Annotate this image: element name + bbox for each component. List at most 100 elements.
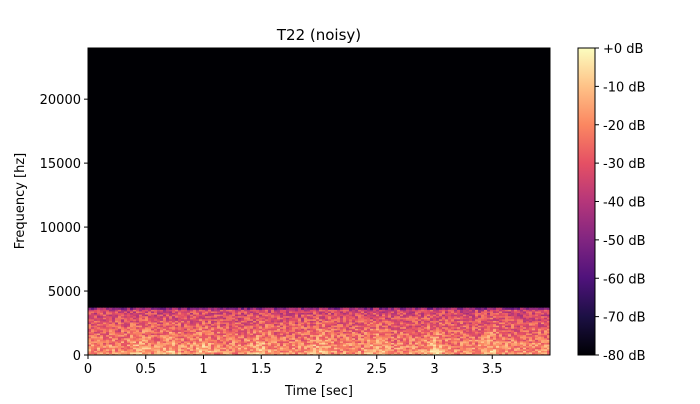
- spectrogram-cell: [307, 340, 311, 343]
- spectrogram-cell: [448, 342, 452, 345]
- spectrogram-cell: [205, 317, 209, 320]
- spectrogram-cell: [547, 317, 550, 320]
- spectrogram-cell: [232, 325, 236, 328]
- spectrogram-cell: [502, 337, 506, 340]
- spectrogram-cell: [211, 312, 215, 315]
- spectrogram-cell: [346, 350, 350, 353]
- spectrogram-cell: [199, 336, 203, 339]
- spectrogram-cell: [94, 336, 98, 339]
- spectrogram-cell: [292, 337, 296, 340]
- spectrogram-cell: [160, 331, 164, 334]
- spectrogram-cell: [301, 313, 305, 317]
- spectrogram-cell: [94, 328, 98, 331]
- spectrogram-cell: [517, 315, 521, 318]
- spectrogram-cell: [277, 309, 281, 312]
- y-axis-label: Frequency [hz]: [13, 153, 28, 250]
- spectrogram-cell: [160, 321, 164, 325]
- spectrogram-cell: [487, 351, 491, 355]
- spectrogram-cell: [337, 317, 341, 320]
- spectrogram-cell: [184, 347, 188, 350]
- spectrogram-cell: [289, 325, 293, 328]
- spectrogram-cell: [526, 353, 530, 355]
- spectrogram-cell: [475, 315, 479, 318]
- spectrogram-cell: [121, 331, 125, 334]
- spectrogram-cell: [397, 313, 401, 317]
- spectrogram-cell: [277, 321, 281, 325]
- spectrogram-cell: [88, 348, 92, 351]
- spectrogram-cell: [253, 351, 257, 355]
- spectrogram-cell: [412, 343, 416, 347]
- spectrogram-cell: [169, 329, 173, 332]
- spectrogram-cell: [250, 307, 254, 310]
- spectrogram-cell: [418, 326, 422, 329]
- spectrogram-cell: [175, 342, 179, 345]
- spectrogram-cell: [445, 332, 449, 336]
- spectrogram-cell: [349, 328, 353, 331]
- spectrogram-cell: [145, 348, 149, 351]
- spectrogram-cell: [436, 353, 440, 355]
- spectrogram-cell: [430, 317, 434, 320]
- spectrogram-cell: [259, 351, 263, 355]
- spectrogram-cell: [244, 328, 248, 331]
- spectrogram-cell: [199, 313, 203, 317]
- spectrogram-cell: [391, 326, 395, 329]
- spectrogram-cell: [106, 342, 110, 345]
- spectrogram-cell: [118, 313, 122, 317]
- spectrogram-cell: [475, 350, 479, 353]
- spectrogram-cell: [340, 313, 344, 317]
- spectrogram-cell: [481, 315, 485, 318]
- spectrogram-cell: [124, 339, 128, 342]
- spectrogram-cell: [379, 325, 383, 328]
- spectrogram-cell: [274, 347, 278, 350]
- spectrogram-cell: [337, 350, 341, 353]
- spectrogram-cell: [94, 339, 98, 342]
- spectrogram-cell: [466, 347, 470, 350]
- spectrogram-cell: [520, 334, 524, 337]
- spectrogram-cell: [265, 332, 269, 336]
- spectrogram-cell: [238, 307, 242, 310]
- spectrogram-cell: [469, 312, 473, 315]
- spectrogram-cell: [265, 320, 269, 323]
- spectrogram-cell: [544, 331, 548, 334]
- spectrogram-cell: [514, 339, 518, 342]
- spectrogram-cell: [382, 321, 386, 325]
- spectrogram-cell: [166, 309, 170, 312]
- spectrogram-cell: [193, 318, 197, 321]
- spectrogram-cell: [478, 325, 482, 328]
- spectrogram-cell: [502, 312, 506, 315]
- spectrogram-cell: [469, 321, 473, 325]
- spectrogram-cell: [463, 323, 467, 326]
- spectrogram-cell: [130, 351, 134, 355]
- spectrogram-cell: [340, 321, 344, 325]
- spectrogram-cell: [364, 309, 368, 312]
- spectrogram-cell: [478, 318, 482, 321]
- spectrogram-cell: [163, 345, 167, 348]
- spectrogram-cell: [514, 337, 518, 340]
- spectrogram-cell: [382, 334, 386, 337]
- spectrogram-cell: [190, 310, 194, 314]
- spectrogram-cell: [298, 348, 302, 351]
- spectrogram-cell: [331, 347, 335, 350]
- spectrogram-cell: [352, 323, 356, 326]
- spectrogram-cell: [232, 343, 236, 347]
- spectrogram-cell: [367, 329, 371, 332]
- spectrogram-cell: [391, 307, 395, 310]
- spectrogram-cell: [532, 310, 536, 314]
- spectrogram-cell: [544, 323, 548, 326]
- spectrogram-cell: [172, 342, 176, 345]
- spectrogram-cell: [352, 339, 356, 342]
- spectrogram-cell: [466, 343, 470, 347]
- spectrogram-cell: [397, 336, 401, 339]
- spectrogram-cell: [193, 320, 197, 323]
- spectrogram-cell: [496, 351, 500, 355]
- spectrogram-cell: [505, 329, 509, 332]
- spectrogram-cell: [388, 318, 392, 321]
- spectrogram-cell: [526, 337, 530, 340]
- spectrogram-cell: [217, 348, 221, 351]
- spectrogram-cell: [406, 339, 410, 342]
- spectrogram-cell: [517, 332, 521, 336]
- spectrogram-cell: [169, 313, 173, 317]
- spectrogram-cell: [331, 334, 335, 337]
- spectrogram-cell: [172, 332, 176, 336]
- spectrogram-cell: [475, 353, 479, 355]
